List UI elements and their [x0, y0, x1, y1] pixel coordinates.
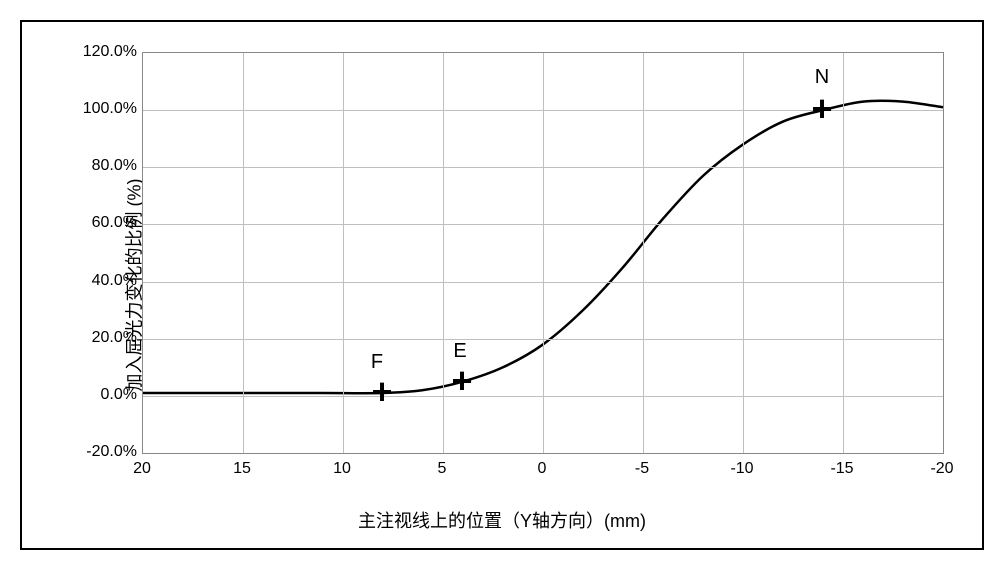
x-tick-label: -5 [612, 460, 672, 478]
gridline-v [643, 53, 644, 453]
x-tick-label: 20 [112, 460, 172, 478]
x-axis-label: 主注视线上的位置（Y轴方向）(mm) [358, 507, 646, 533]
x-tick-label: -10 [712, 460, 772, 478]
x-tick-label: 10 [312, 460, 372, 478]
marker-e: + [451, 363, 472, 399]
x-tick-label: 0 [512, 460, 572, 478]
y-tick-label: 80.0% [67, 157, 137, 175]
y-tick-label: 20.0% [67, 329, 137, 347]
x-tick-label: -15 [812, 460, 872, 478]
marker-label-n: N [815, 66, 829, 89]
x-tick-label: 15 [212, 460, 272, 478]
x-tick-label: 5 [412, 460, 472, 478]
gridline-v [443, 53, 444, 453]
y-tick-label: 40.0% [67, 272, 137, 290]
x-tick-label: -20 [912, 460, 972, 478]
y-tick-label: 120.0% [67, 43, 137, 61]
gridline-v [743, 53, 744, 453]
marker-label-f: F [371, 351, 383, 374]
y-tick-label: -20.0% [67, 443, 137, 461]
gridline-v [543, 53, 544, 453]
gridline-v [343, 53, 344, 453]
marker-f: + [371, 374, 392, 410]
marker-n: + [811, 91, 832, 127]
y-tick-label: 60.0% [67, 214, 137, 232]
gridline-v [843, 53, 844, 453]
gridline-v [243, 53, 244, 453]
y-tick-label: 0.0% [67, 386, 137, 404]
y-tick-label: 100.0% [67, 100, 137, 118]
marker-label-e: E [453, 340, 466, 363]
chart-container: 加入屈光力变化的比例 (%) 主注视线上的位置（Y轴方向）(mm) -20.0%… [20, 20, 984, 550]
